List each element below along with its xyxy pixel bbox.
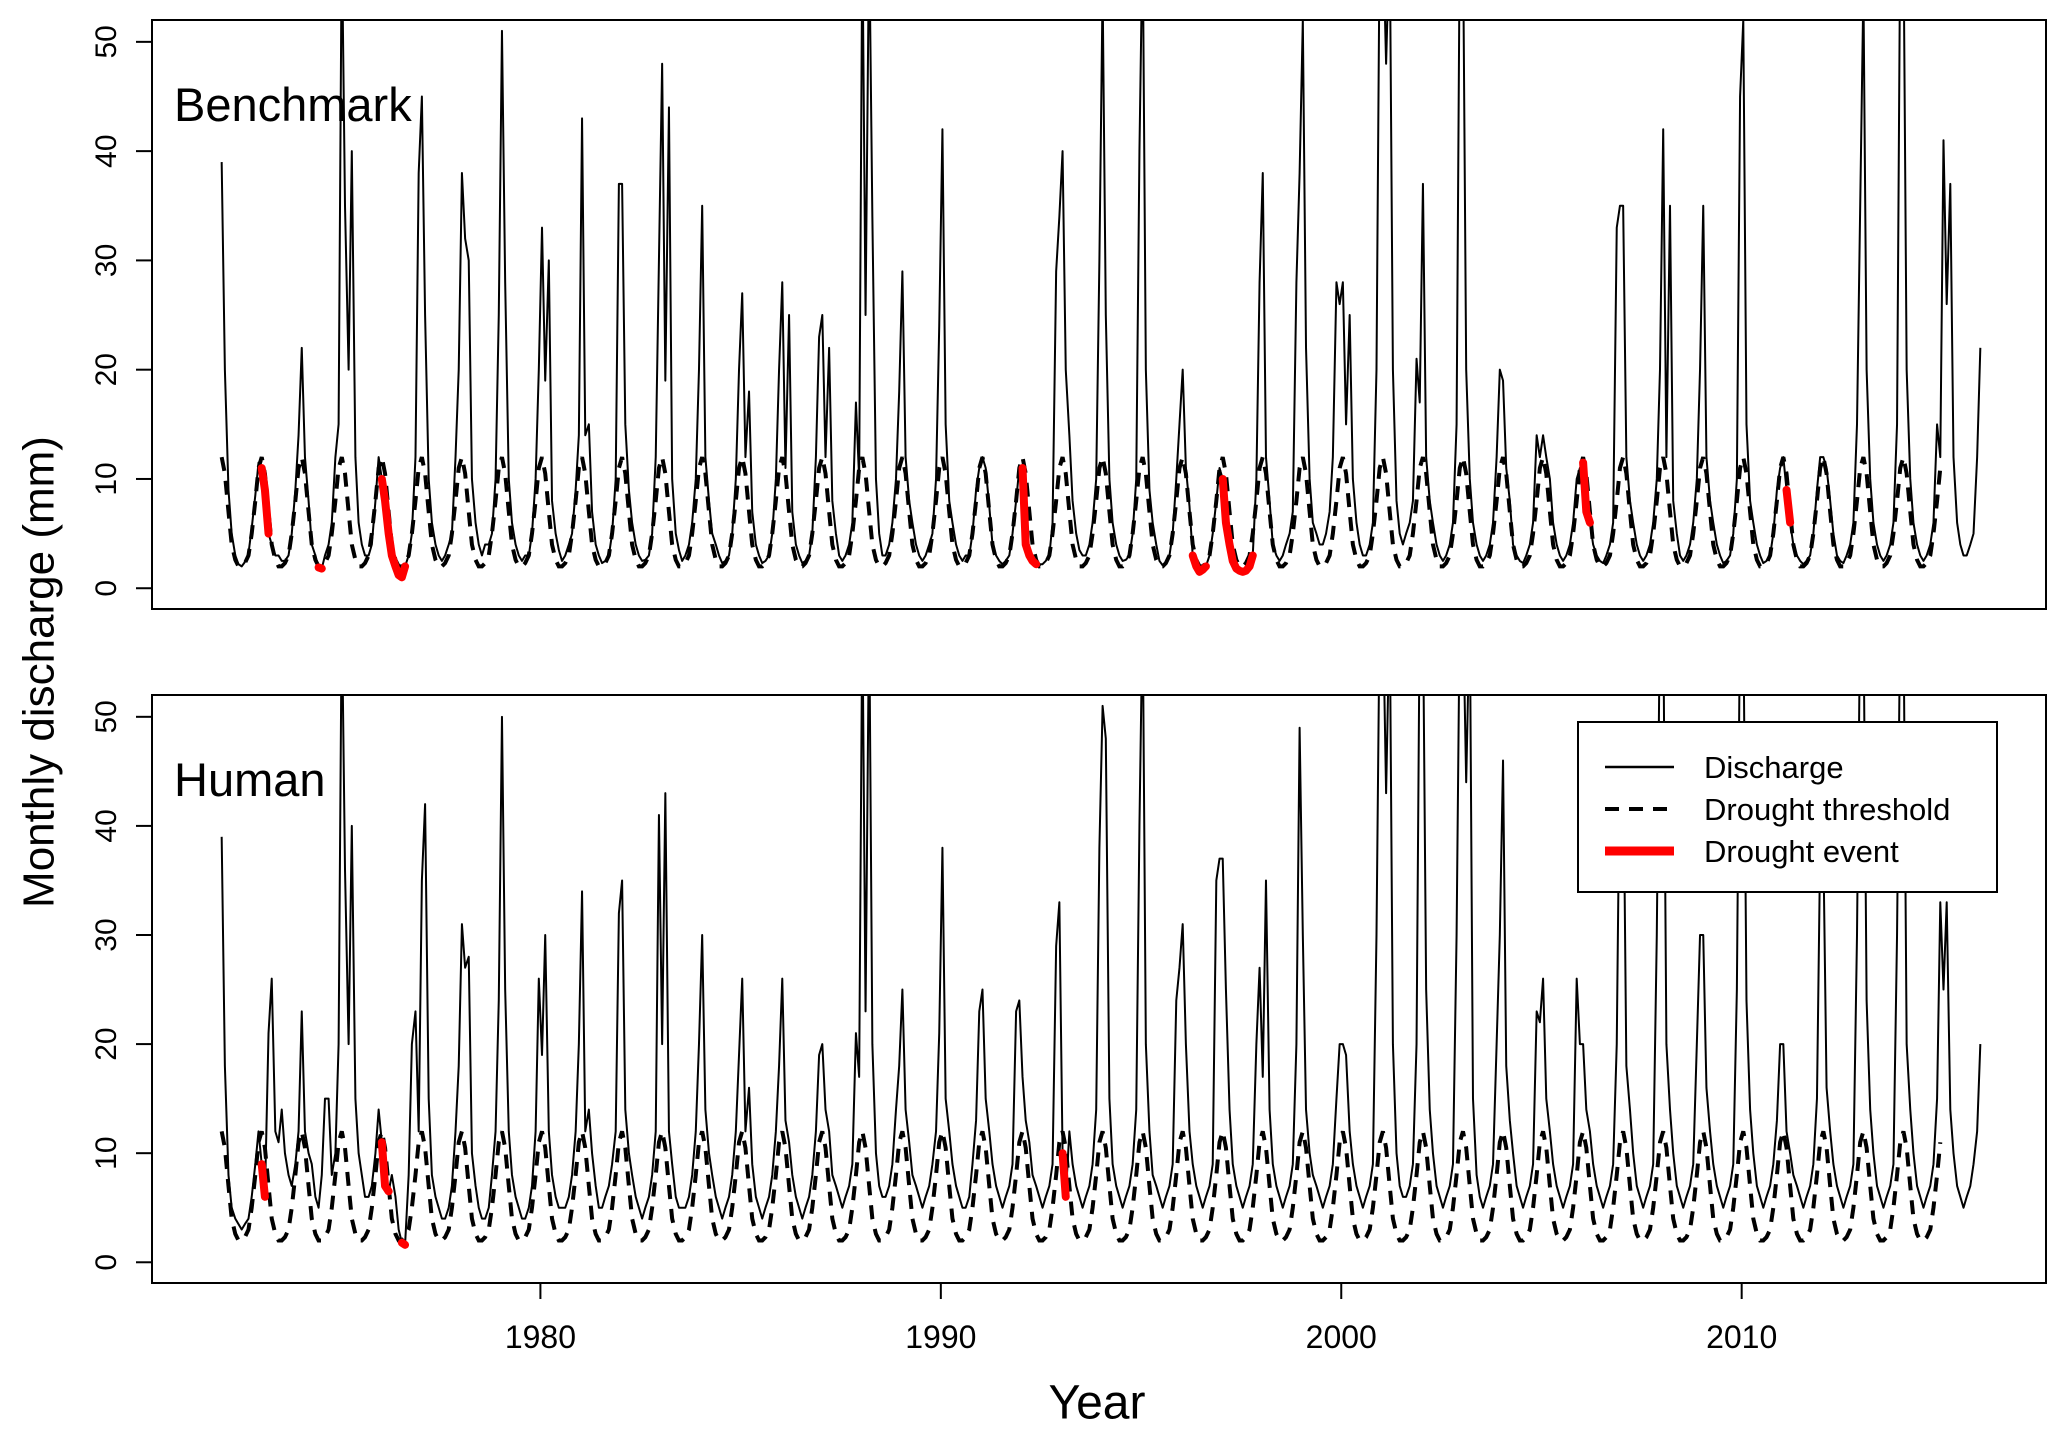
- drought-event: [314, 563, 326, 573]
- x-axis-label: Year: [1049, 1377, 1146, 1430]
- x-tick-label: 1980: [505, 1319, 576, 1355]
- panel-label: Benchmark: [174, 78, 412, 131]
- drought-event: [1218, 474, 1257, 576]
- y-axis-label: Monthly discharge (mm): [15, 436, 64, 908]
- y-tick-label: 10: [90, 462, 123, 495]
- panel-label: Human: [174, 753, 326, 806]
- y-tick-label: 10: [90, 1136, 123, 1169]
- legend-label: Discharge: [1704, 750, 1844, 785]
- panel-frame: [151, 19, 2047, 610]
- legend-label: Drought threshold: [1704, 792, 1950, 827]
- drought-event: [1188, 551, 1210, 576]
- drought-event: [1058, 1149, 1070, 1201]
- threshold-line: [219, 456, 1943, 569]
- legend-box: [1577, 721, 1998, 893]
- discharge-line: [220, 695, 1982, 1246]
- legend-label: Drought event: [1704, 834, 1899, 869]
- y-tick-label: 20: [90, 353, 123, 386]
- drought-event: [1018, 464, 1041, 569]
- plot-area: [219, 20, 1982, 582]
- drought-event: [257, 464, 273, 538]
- drought-event: [377, 474, 410, 582]
- drought-event: [397, 1238, 410, 1249]
- x-tick-label: 1990: [905, 1319, 976, 1355]
- y-tick-label: 50: [90, 25, 123, 58]
- y-tick-label: 0: [90, 580, 123, 597]
- drought-event: [377, 1138, 393, 1196]
- drought-event: [257, 1160, 269, 1201]
- x-tick-label: 2010: [1706, 1319, 1777, 1355]
- x-tick-label: 2000: [1306, 1319, 1377, 1355]
- drought-event: [1782, 485, 1795, 527]
- y-tick-label: 0: [90, 1254, 123, 1271]
- y-tick-label: 30: [90, 244, 123, 277]
- plot-area: [219, 695, 1982, 1249]
- y-tick-label: 20: [90, 1027, 123, 1060]
- y-tick-label: 50: [90, 700, 123, 733]
- y-tick-label: 40: [90, 134, 123, 167]
- drought-event: [1579, 458, 1594, 527]
- discharge-line: [220, 20, 1982, 579]
- y-tick-label: 40: [90, 809, 123, 842]
- y-tick-label: 30: [90, 918, 123, 951]
- threshold-line: [219, 1130, 1943, 1243]
- panel-frame: [151, 694, 2047, 1284]
